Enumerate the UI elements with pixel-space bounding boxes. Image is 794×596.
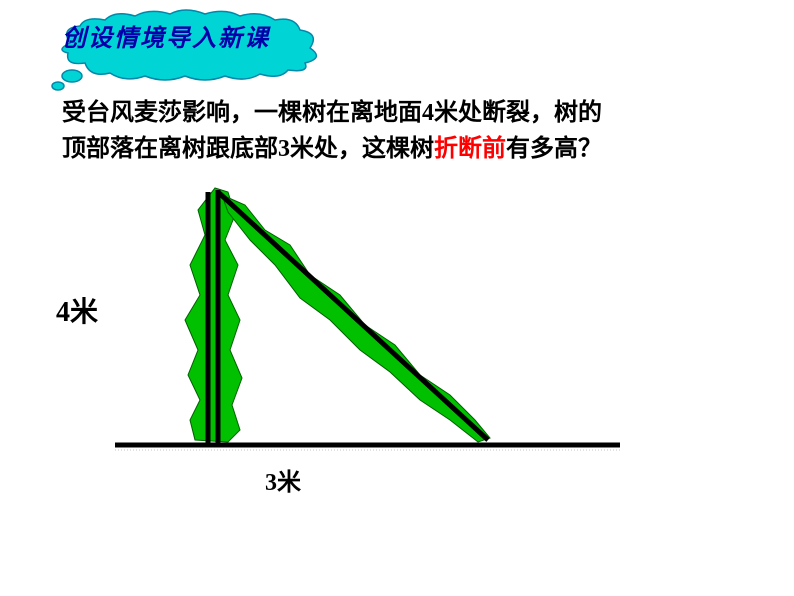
problem-line2-part1: 顶部落在离树跟底部3米处，这棵树 — [62, 136, 434, 162]
problem-line2-part2: 有多高？ — [506, 136, 602, 162]
tree-trunk-diagonal-1 — [218, 192, 488, 440]
label-vertical-distance: 4米 — [56, 290, 98, 330]
problem-highlight: 折断前 — [434, 136, 506, 162]
problem-statement: 受台风麦莎影响，一棵树在离地面4米处断裂，树的 顶部落在离树跟底部3米处，这棵树… — [62, 95, 602, 167]
tree-trunk-diagonal-2 — [225, 198, 480, 432]
tree-leaves-vertical — [185, 188, 242, 442]
label-horizontal-distance: 3米 — [265, 462, 301, 497]
tree-leaves-diagonal — [222, 195, 490, 442]
problem-line1: 受台风麦莎影响，一棵树在离地面4米处断裂，树的 — [62, 100, 602, 126]
page-title: 创设情境导入新课 — [62, 18, 270, 53]
